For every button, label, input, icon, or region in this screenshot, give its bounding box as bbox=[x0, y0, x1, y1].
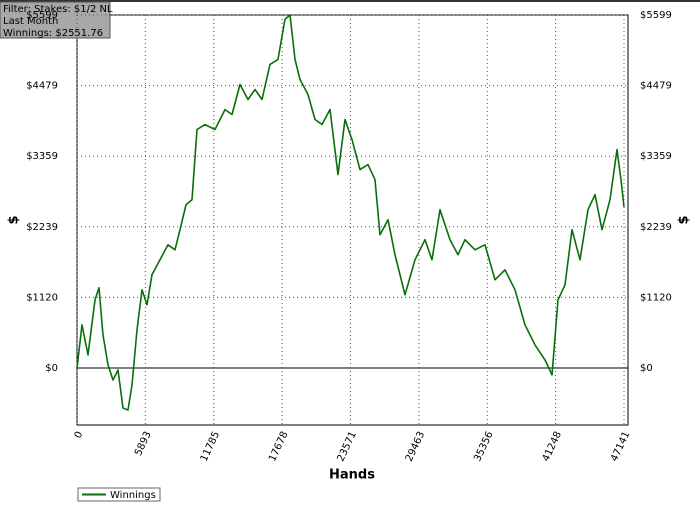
y2-tick-label: $1120 bbox=[640, 292, 672, 303]
y-axis-title: $ bbox=[7, 215, 22, 224]
x-axis-title: Hands bbox=[329, 468, 375, 483]
filter-text: Winnings: $2551.76 bbox=[3, 28, 103, 39]
y-tick-label: $4479 bbox=[26, 81, 58, 92]
filter-text: Filter: Stakes: $1/2 NL bbox=[3, 4, 113, 15]
y-tick-label: $0 bbox=[45, 363, 58, 374]
legend-label: Winnings bbox=[110, 490, 156, 501]
legend-box bbox=[77, 487, 161, 502]
y2-tick-label: $2239 bbox=[640, 222, 672, 233]
filter-box bbox=[0, 1, 111, 39]
y-tick-label: $1120 bbox=[26, 292, 58, 303]
series-line bbox=[76, 14, 625, 411]
y-tick-label: $3359 bbox=[26, 151, 58, 162]
x-tick-label: 0 bbox=[73, 430, 86, 440]
y-tick-label: $5599 bbox=[26, 10, 58, 21]
y2-tick-label: $5599 bbox=[640, 10, 672, 21]
y2-tick-label: $0 bbox=[640, 363, 653, 374]
y2-tick-label: $3359 bbox=[640, 151, 672, 162]
y2-tick-label: $4479 bbox=[640, 81, 672, 92]
filter-text: Last Month bbox=[3, 16, 58, 27]
y-tick-label: $2239 bbox=[26, 222, 58, 233]
y2-axis-title: $ bbox=[677, 215, 692, 224]
